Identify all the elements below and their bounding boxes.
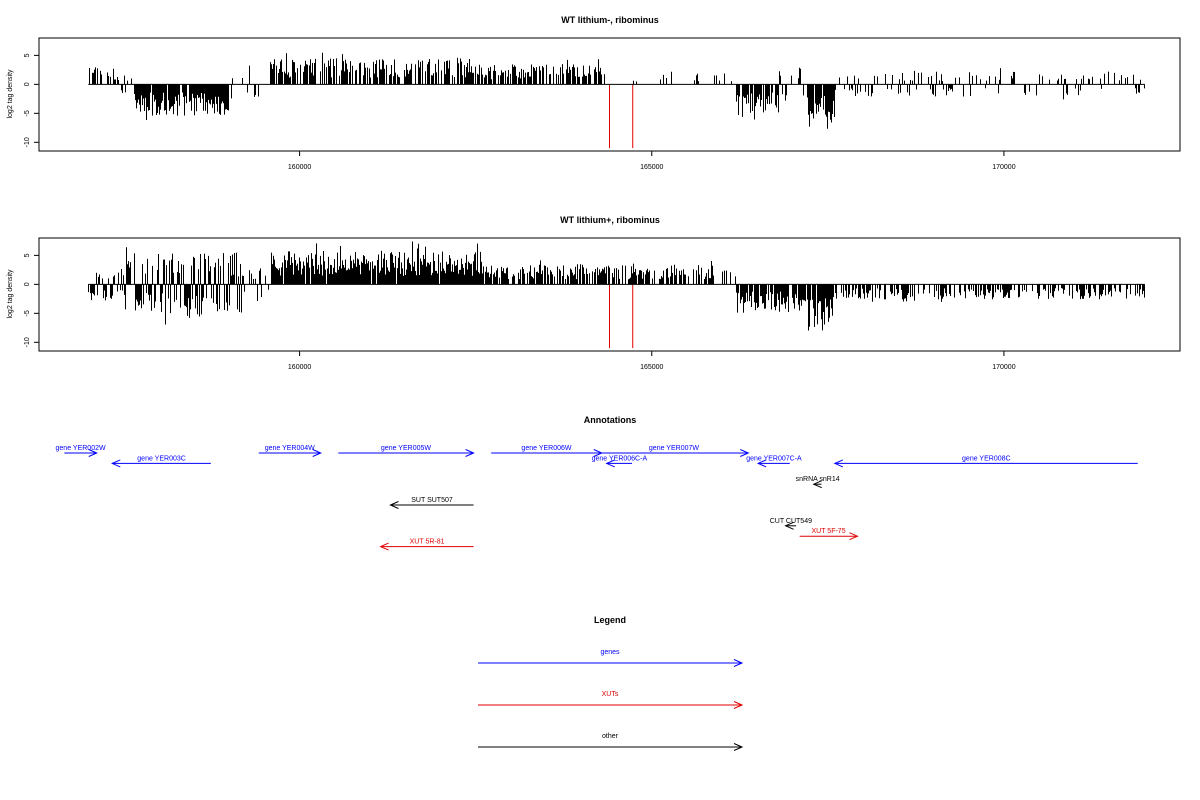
feature-label: snRNA snR14 [796, 476, 840, 483]
feature-label: CUT CUT549 [770, 518, 812, 525]
density-panel-lithium-minus: WT lithium-, ribominus log2 tag density … [7, 15, 1181, 171]
feature-arrow-head [111, 459, 121, 468]
feature-label: gene YER005W [381, 445, 431, 452]
y-tick-label: 0 [24, 82, 31, 86]
feature-arrow-head [740, 449, 750, 457]
annotation-feature: gene YER004W [258, 445, 322, 457]
y-axis-label: log2 tag density [7, 69, 14, 119]
panel-title: WT lithium+, ribominus [560, 215, 660, 225]
feature-arrow-head [312, 449, 322, 457]
annotation-feature: gene YER007W [599, 445, 750, 457]
legend-title: Legend [594, 615, 626, 625]
feature-arrow-head [756, 459, 767, 468]
y-tick-label: -10 [24, 337, 31, 347]
feature-label: gene YER007C-A [746, 455, 802, 462]
feature-arrow-head [465, 449, 475, 457]
x-axis: 160000 165000 170000 [288, 150, 1016, 171]
x-tick-label: 165000 [640, 364, 663, 371]
y-tick-label: 0 [24, 282, 31, 286]
x-axis: 160000 165000 170000 [288, 350, 1016, 371]
annotation-feature: gene YER007C-A [746, 455, 802, 468]
density-panel-lithium-plus: WT lithium+, ribominus log2 tag density … [7, 215, 1181, 371]
feature-label: gene YER007W [649, 445, 699, 452]
y-tick-label: 5 [24, 53, 31, 57]
feature-label: gene YER003C [137, 455, 186, 462]
legend-label: XUTs [602, 691, 619, 698]
feature-label: gene YER002W [56, 445, 106, 452]
y-tick-label: 5 [24, 253, 31, 257]
feature-label: gene YER004W [265, 445, 315, 452]
annotation-feature: CUT CUT549 [770, 518, 812, 530]
feature-arrow-head [389, 501, 399, 509]
y-tick-label: -5 [24, 310, 31, 316]
feature-label: gene YER006C-A [592, 455, 648, 462]
feature-arrow-head [833, 459, 844, 468]
x-tick-label: 165000 [640, 164, 663, 171]
annotations-title: Annotations [584, 415, 637, 425]
feature-arrow-head [88, 449, 99, 457]
legend-entry: XUTs [478, 691, 744, 709]
annotation-feature: XUT 5F-75 [799, 528, 859, 541]
y-axis-label: log2 tag density [7, 269, 14, 319]
legend-arrow-head [733, 743, 744, 751]
annotation-feature: gene YER003C [111, 455, 211, 468]
legend-entry: genes [478, 649, 744, 667]
feature-arrow-head [812, 480, 822, 489]
annotation-feature: gene YER005W [338, 445, 475, 457]
annotation-feature: XUT 5R-81 [379, 539, 474, 551]
density-bars [88, 241, 1145, 331]
annotation-feature: gene YER008C [833, 455, 1138, 468]
feature-arrow-head [605, 459, 615, 468]
x-tick-label: 160000 [288, 164, 311, 171]
legend-label: genes [600, 649, 620, 656]
feature-arrow-head [849, 532, 859, 541]
annotation-features: gene YER002W gene YER003C gene YER004W gene… [56, 445, 1138, 551]
legend-arrow-head [733, 659, 744, 667]
red-marker-lines [609, 84, 634, 149]
y-tick-label: -5 [24, 110, 31, 116]
annotation-feature: snRNA snR14 [796, 476, 840, 489]
annotation-feature: SUT SUT507 [389, 497, 474, 509]
legend-arrow-head [733, 701, 744, 709]
y-tick-label: -10 [24, 137, 31, 147]
density-bars [89, 52, 1145, 129]
feature-arrow-head [784, 521, 794, 530]
x-tick-label: 170000 [992, 164, 1015, 171]
feature-label: gene YER006W [521, 445, 571, 452]
panel-title: WT lithium-, ribominus [561, 15, 659, 25]
legend: Legend genes XUTs other [478, 615, 744, 751]
x-tick-label: 170000 [992, 364, 1015, 371]
annotation-feature: gene YER002W [56, 445, 106, 457]
feature-label: SUT SUT507 [411, 497, 453, 504]
x-tick-label: 160000 [288, 364, 311, 371]
feature-label: XUT 5R-81 [410, 539, 445, 546]
legend-entries: genes XUTs other [478, 649, 744, 751]
feature-arrow-head [379, 542, 389, 551]
legend-entry: other [478, 733, 744, 751]
annotation-feature: gene YER006C-A [592, 455, 648, 468]
red-marker-lines [609, 284, 634, 349]
feature-label: XUT 5F-75 [811, 528, 845, 535]
y-axis: 5 0 -5 -10 [24, 253, 40, 347]
feature-label: gene YER008C [962, 455, 1011, 462]
legend-label: other [602, 733, 619, 740]
y-axis: 5 0 -5 -10 [24, 53, 40, 147]
